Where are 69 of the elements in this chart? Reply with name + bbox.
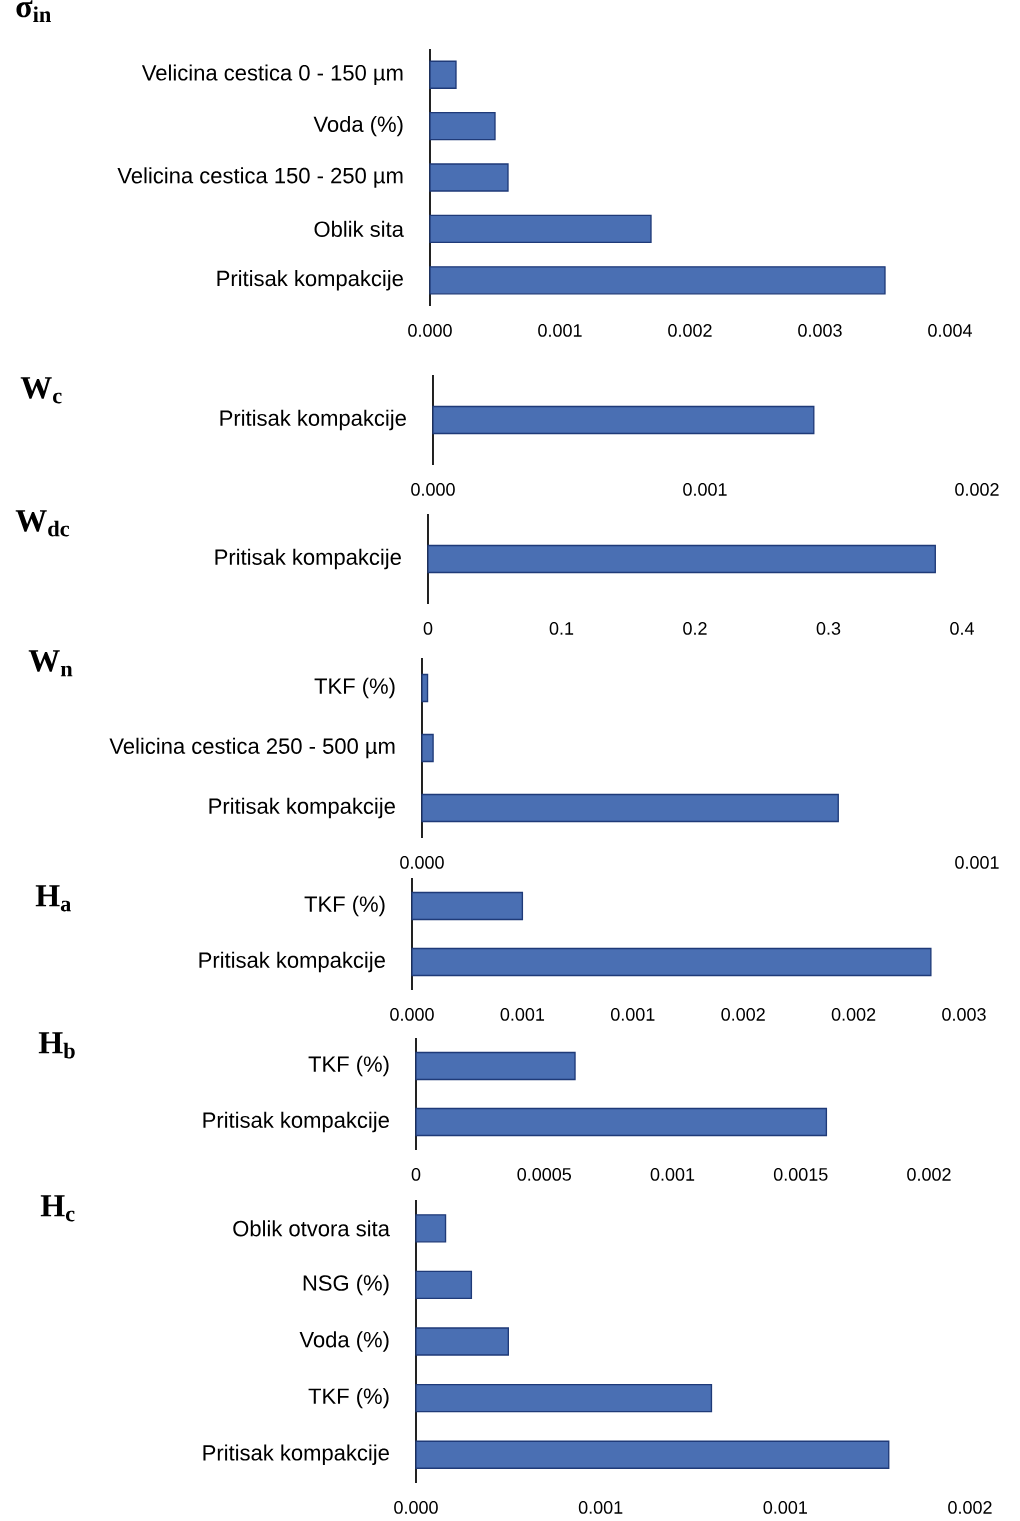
y-tick-label: TKF (%) [308, 1055, 389, 1077]
text: H$_{b}$ [38, 1032, 75, 1059]
x-tick-label: 0.002 [668, 324, 712, 337]
y-tick-label: Pritisak kompakcije [203, 1111, 389, 1133]
x-tick-label: 0.2 [683, 622, 707, 635]
x-tick-label: 0.001 [610, 1008, 655, 1021]
bar [415, 1214, 447, 1243]
x-tick-label: 0 [411, 1168, 421, 1181]
y-tick-label: Pritisak kompakcije [215, 548, 401, 570]
bar [429, 163, 509, 192]
bar [415, 1440, 890, 1469]
y-tick-label: Voda (%) [313, 115, 403, 137]
y-tick-label: Velicina cestica 250 - 500 µm [109, 737, 395, 759]
y-tick-label: Oblik otvora sita [233, 1220, 390, 1237]
x-tick-label: 0.001 [538, 324, 582, 337]
x-tick-label: 0.000 [408, 324, 452, 337]
bar [429, 266, 886, 295]
x-tick-label: 0.002 [955, 483, 999, 496]
y-tick-label: Pritisak kompakcije [209, 797, 395, 819]
x-tick-label: 0.002 [831, 1008, 876, 1021]
x-tick-label: 0.002 [907, 1168, 951, 1181]
bar [415, 1327, 509, 1356]
y-tick-label: Voda (%) [299, 1331, 389, 1352]
bar [429, 214, 652, 244]
y-tick-label: Pritisak kompakcije [203, 1444, 389, 1465]
text: W$_{c}$ [20, 377, 62, 404]
x-tick-label: 0.4 [950, 622, 974, 635]
y-tick-label: NSG (%) [303, 1274, 389, 1296]
x-tick-label: 0.001 [763, 1501, 807, 1514]
x-tick-label: 0.004 [928, 324, 972, 337]
text: H$_{a}$ [35, 885, 71, 912]
x-tick-label: 0.001 [683, 483, 727, 496]
x-tick-label: 0.0015 [773, 1168, 828, 1181]
bar [429, 60, 457, 89]
x-tick-label: 0.001 [650, 1168, 695, 1181]
y-tick-label: TKF (%) [308, 1387, 389, 1409]
x-tick-label: 0 [423, 622, 433, 635]
bar [415, 1270, 473, 1300]
x-tick-label: 0.000 [390, 1008, 434, 1021]
x-tick-label: 0.3 [816, 622, 841, 635]
y-tick-label: Pritisak kompakcije [220, 409, 406, 431]
x-tick-label: 0.003 [942, 1008, 986, 1021]
text: W$_{dc}$ [15, 510, 70, 537]
y-tick-label: Pritisak kompakcije [199, 951, 385, 973]
bar [415, 1383, 713, 1413]
x-tick-label: 0.0005 [517, 1168, 572, 1181]
text: H$_{c}$ [40, 1195, 75, 1222]
x-tick-label: 0.001 [578, 1501, 623, 1514]
text: σ$_{in}$ [16, 0, 51, 22]
x-tick-label: 0.002 [721, 1008, 765, 1021]
x-tick-label: 0.000 [411, 483, 455, 496]
x-tick-label: 0.003 [798, 324, 842, 337]
bar [421, 673, 429, 703]
y-tick-label: Velicina cestica 0 - 150 µm [141, 64, 403, 85]
x-tick-label: 0.001 [500, 1008, 545, 1021]
bar [421, 733, 434, 763]
x-tick-label: 0.000 [394, 1501, 438, 1514]
y-tick-label: Oblik sita [314, 220, 404, 237]
x-tick-label: 0.001 [955, 856, 999, 869]
bar [429, 111, 496, 141]
bar [421, 793, 839, 823]
x-tick-label: 0.002 [948, 1501, 992, 1514]
y-tick-label: Pritisak kompakcije [217, 270, 403, 291]
text: W$_{n}$ [28, 650, 73, 677]
x-tick-label: 0.000 [400, 856, 444, 869]
y-tick-label: Velicina cestica 150 - 250 µm [117, 167, 403, 188]
y-tick-label: TKF (%) [314, 677, 395, 699]
y-tick-label: TKF (%) [304, 895, 385, 917]
x-tick-label: 0.1 [549, 622, 574, 635]
